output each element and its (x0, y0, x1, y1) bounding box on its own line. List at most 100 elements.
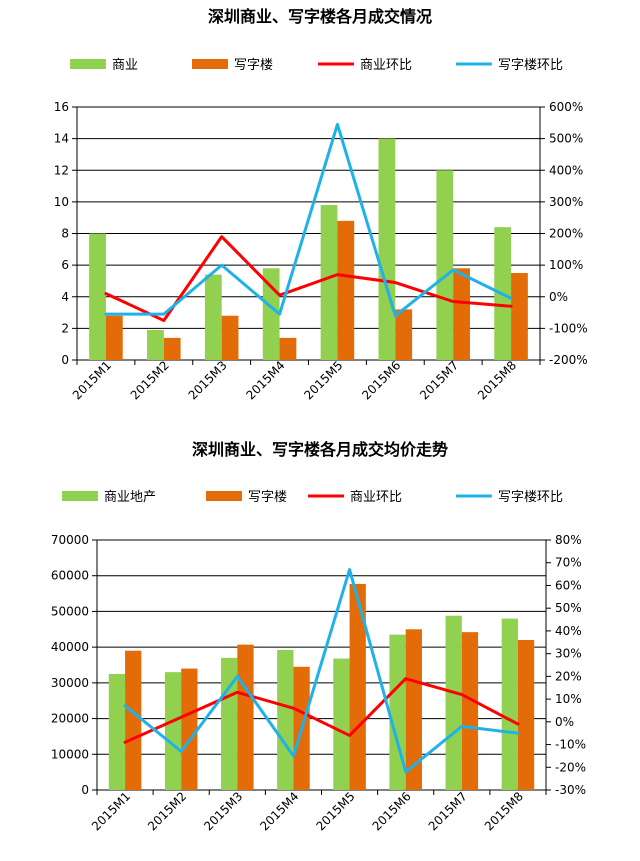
legend-label-4: 写字楼环比 (498, 58, 563, 73)
y-tick-label: 0 (61, 353, 69, 367)
y-tick-label: 0 (81, 783, 89, 797)
y2-tick-label: 500% (549, 132, 583, 146)
x-tick-label: 2015M2 (128, 358, 172, 402)
y2-tick-label: 20% (555, 669, 582, 683)
y2-tick-label: 600% (549, 100, 583, 114)
y2-tick-label: 80% (555, 533, 582, 547)
bar (461, 632, 479, 790)
bar (389, 634, 406, 790)
bar (181, 668, 198, 790)
bar (349, 583, 366, 790)
legend-swatch-2 (192, 59, 228, 69)
bar (517, 640, 535, 790)
y2-tick-label: 50% (555, 601, 582, 615)
series-写字楼 (125, 583, 535, 790)
y2-tick-label: 40% (555, 624, 582, 638)
x-tick-label: 2015M5 (301, 358, 345, 402)
y-tick-label: 60000 (51, 569, 89, 583)
y-tick-label: 14 (54, 132, 69, 146)
chart-title: 深圳商业、写字楼各月成交均价走势 (192, 440, 448, 459)
bar (453, 268, 470, 360)
y-tick-label: 6 (61, 258, 69, 272)
y-tick-label: 12 (54, 163, 69, 177)
x-tick-label: 2015M1 (70, 358, 114, 402)
y2-tick-label: 400% (549, 163, 583, 177)
y2-tick-label: 0% (549, 290, 568, 304)
series-商业 (89, 138, 512, 360)
series-商业地产 (108, 615, 518, 790)
y2-tick-label: 30% (555, 647, 582, 661)
y-tick-label: 70000 (51, 533, 89, 547)
x-tick-label: 2015M6 (370, 789, 414, 833)
bar (163, 337, 181, 360)
y-tick-label: 10 (54, 195, 69, 209)
bar (108, 673, 126, 790)
bar (221, 315, 239, 360)
bar (237, 644, 254, 790)
bar (445, 615, 462, 790)
y2-tick-label: 70% (555, 556, 582, 570)
y-tick-label: 50000 (51, 604, 89, 618)
line-series (104, 122, 513, 318)
bar (378, 138, 396, 360)
legend-label-1: 商业 (112, 58, 138, 73)
line-series (123, 677, 520, 744)
y2-tick-label: 100% (549, 258, 583, 272)
legend: 商业 写字楼 商业环比 写字楼环比 (70, 58, 563, 73)
y2-tick-label: 10% (555, 692, 582, 706)
x-tick-label: 2015M5 (313, 789, 357, 833)
legend-label-2: 写字楼 (234, 58, 273, 73)
legend-label-3: 商业环比 (360, 58, 412, 73)
legend-label-3: 商业环比 (350, 490, 402, 505)
y-tick-label: 16 (54, 100, 69, 114)
series-写字楼 (105, 220, 528, 360)
y2-tick-label: -100% (549, 321, 588, 335)
bar (147, 329, 164, 360)
bar (125, 650, 142, 790)
bar (395, 309, 413, 360)
y2-tick-label: 0% (555, 715, 574, 729)
y-tick-label: 30000 (51, 676, 89, 690)
bar (164, 672, 182, 790)
y-tick-label: 2 (61, 321, 69, 335)
bar (204, 274, 222, 360)
y2-tick-label: -10% (555, 738, 586, 752)
bar (320, 205, 338, 360)
y2-tick-label: -30% (555, 783, 586, 797)
legend-label-4: 写字楼环比 (498, 490, 563, 505)
y2-tick-label: -200% (549, 353, 588, 367)
y2-tick-label: -20% (555, 760, 586, 774)
legend-swatch-1 (70, 59, 106, 69)
x-tick-label: 2015M4 (257, 789, 301, 833)
x-tick-label: 2015M8 (482, 789, 526, 833)
bar (337, 220, 355, 360)
x-tick-label: 2015M8 (475, 358, 519, 402)
x-tick-label: 2015M7 (426, 789, 470, 833)
bar (333, 658, 350, 790)
y-tick-label: 8 (61, 227, 69, 241)
y-tick-label: 20000 (51, 712, 89, 726)
y2-tick-label: 300% (549, 195, 583, 209)
bar (279, 337, 297, 360)
x-tick-label: 2015M4 (243, 358, 287, 402)
legend-swatch-2 (206, 491, 242, 501)
y-tick-label: 40000 (51, 640, 89, 654)
x-tick-label: 2015M2 (145, 789, 189, 833)
bar (405, 629, 422, 790)
bar (501, 618, 518, 790)
x-tick-label: 2015M6 (359, 358, 403, 402)
bar (105, 315, 123, 360)
y-tick-label: 4 (61, 290, 69, 304)
bar (511, 273, 528, 360)
y2-tick-label: 60% (555, 578, 582, 592)
legend-label-2: 写字楼 (248, 490, 287, 505)
y2-tick-label: 200% (549, 227, 583, 241)
x-tick-label: 2015M7 (417, 358, 461, 402)
legend-swatch-1 (62, 491, 98, 501)
x-tick-label: 2015M3 (186, 358, 230, 402)
chart-title: 深圳商业、写字楼各月成交情况 (208, 7, 432, 26)
bar (436, 170, 454, 360)
